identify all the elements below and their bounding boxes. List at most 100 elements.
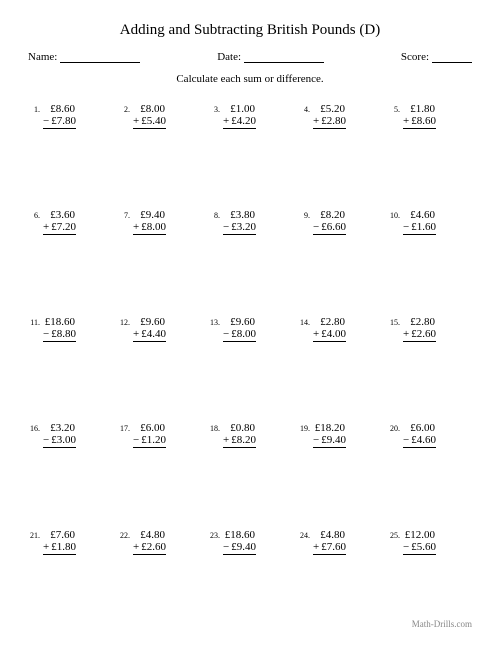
bottom-value: £8.60 bbox=[411, 115, 436, 127]
footer-text: Math-Drills.com bbox=[28, 611, 472, 629]
name-underline bbox=[60, 51, 140, 63]
problem-math: £2.80+£4.00 bbox=[313, 316, 346, 342]
operator: + bbox=[403, 115, 409, 127]
top-value: £4.60 bbox=[410, 209, 436, 221]
problem-number: 14. bbox=[298, 316, 310, 327]
problem: 22.£4.80+£2.60 bbox=[118, 529, 202, 611]
problem-math: £5.20+£2.80 bbox=[313, 103, 346, 129]
problem-number: 8. bbox=[208, 209, 220, 220]
top-value: £6.00 bbox=[140, 422, 166, 434]
bottom-value: £4.60 bbox=[411, 434, 436, 446]
problem: 10.£4.60−£1.60 bbox=[388, 209, 472, 291]
bottom-value: £4.40 bbox=[141, 328, 166, 340]
bottom-row: −£1.60 bbox=[403, 221, 436, 235]
operator: − bbox=[133, 434, 139, 446]
bottom-row: +£2.60 bbox=[403, 328, 436, 342]
problem-math: £4.60−£1.60 bbox=[403, 209, 436, 235]
problem: 3.£1.00+£4.20 bbox=[208, 103, 292, 185]
top-value: £0.80 bbox=[230, 422, 256, 434]
header-fields: Name: Date: Score: bbox=[28, 51, 472, 63]
problem-math: £18.60−£8.80 bbox=[43, 316, 76, 342]
bottom-value: £8.20 bbox=[231, 434, 256, 446]
problem: 25.£12.00−£5.60 bbox=[388, 529, 472, 611]
top-value: £3.60 bbox=[50, 209, 76, 221]
score-label: Score: bbox=[401, 51, 429, 63]
problem: 11.£18.60−£8.80 bbox=[28, 316, 112, 398]
problem-math: £4.80+£2.60 bbox=[133, 529, 166, 555]
bottom-row: −£7.80 bbox=[43, 115, 76, 129]
top-value: £18.60 bbox=[225, 529, 256, 541]
problem-math: £3.60+£7.20 bbox=[43, 209, 76, 235]
top-value: £18.60 bbox=[45, 316, 76, 328]
bottom-row: +£5.40 bbox=[133, 115, 166, 129]
problem: 24.£4.80+£7.60 bbox=[298, 529, 382, 611]
problem-math: £18.20−£9.40 bbox=[313, 422, 346, 448]
bottom-value: £9.40 bbox=[321, 434, 346, 446]
problem-number: 7. bbox=[118, 209, 130, 220]
problem-math: £9.40+£8.00 bbox=[133, 209, 166, 235]
problem: 15.£2.80+£2.60 bbox=[388, 316, 472, 398]
operator: − bbox=[43, 328, 49, 340]
problem: 6.£3.60+£7.20 bbox=[28, 209, 112, 291]
operator: + bbox=[313, 115, 319, 127]
problem-math: £4.80+£7.60 bbox=[313, 529, 346, 555]
bottom-row: −£3.00 bbox=[43, 434, 76, 448]
bottom-value: £2.60 bbox=[141, 541, 166, 553]
problem: 7.£9.40+£8.00 bbox=[118, 209, 202, 291]
top-value: £8.00 bbox=[140, 103, 166, 115]
top-value: £8.60 bbox=[50, 103, 76, 115]
problem: 14.£2.80+£4.00 bbox=[298, 316, 382, 398]
problem-number: 10. bbox=[388, 209, 400, 220]
operator: − bbox=[403, 221, 409, 233]
top-value: £6.00 bbox=[410, 422, 436, 434]
top-value: £4.80 bbox=[140, 529, 166, 541]
bottom-value: £2.60 bbox=[411, 328, 436, 340]
top-value: £2.80 bbox=[410, 316, 436, 328]
bottom-row: +£1.80 bbox=[43, 541, 76, 555]
bottom-value: £5.60 bbox=[411, 541, 436, 553]
operator: − bbox=[43, 434, 49, 446]
problem: 19.£18.20−£9.40 bbox=[298, 422, 382, 504]
bottom-value: £4.20 bbox=[231, 115, 256, 127]
bottom-row: +£4.00 bbox=[313, 328, 346, 342]
worksheet-page: Adding and Subtracting British Pounds (D… bbox=[0, 0, 500, 647]
problem-math: £9.60−£8.00 bbox=[223, 316, 256, 342]
bottom-value: £3.00 bbox=[51, 434, 76, 446]
problem-number: 13. bbox=[208, 316, 220, 327]
operator: − bbox=[223, 328, 229, 340]
problem-number: 5. bbox=[388, 103, 400, 114]
bottom-value: £9.40 bbox=[231, 541, 256, 553]
problem: 17.£6.00−£1.20 bbox=[118, 422, 202, 504]
problem-math: £1.80+£8.60 bbox=[403, 103, 436, 129]
problem-number: 18. bbox=[208, 422, 220, 433]
problem-math: £9.60+£4.40 bbox=[133, 316, 166, 342]
problem: 4.£5.20+£2.80 bbox=[298, 103, 382, 185]
problem: 9.£8.20−£6.60 bbox=[298, 209, 382, 291]
problem-number: 23. bbox=[208, 529, 220, 540]
bottom-value: £7.80 bbox=[51, 115, 76, 127]
problem-math: £3.80−£3.20 bbox=[223, 209, 256, 235]
problem-math: £12.00−£5.60 bbox=[403, 529, 436, 555]
name-label: Name: bbox=[28, 51, 57, 63]
problem-number: 19. bbox=[298, 422, 310, 433]
problem: 20.£6.00−£4.60 bbox=[388, 422, 472, 504]
operator: + bbox=[403, 328, 409, 340]
problem: 2. £8.00+£5.40 bbox=[118, 103, 202, 185]
operator: − bbox=[223, 221, 229, 233]
problem-math: £8.60−£7.80 bbox=[43, 103, 76, 129]
problem-number: 12. bbox=[118, 316, 130, 327]
bottom-value: £5.40 bbox=[141, 115, 166, 127]
problem-number: 1. bbox=[28, 103, 40, 114]
problem: 21.£7.60+£1.80 bbox=[28, 529, 112, 611]
operator: + bbox=[313, 541, 319, 553]
bottom-row: −£9.40 bbox=[223, 541, 256, 555]
bottom-row: −£4.60 bbox=[403, 434, 436, 448]
problem-number: 22. bbox=[118, 529, 130, 540]
problem-math: £0.80+£8.20 bbox=[223, 422, 256, 448]
problem: 12.£9.60+£4.40 bbox=[118, 316, 202, 398]
problem-number: 2. bbox=[118, 103, 130, 114]
bottom-row: −£3.20 bbox=[223, 221, 256, 235]
problem-number: 4. bbox=[298, 103, 310, 114]
date-field: Date: bbox=[217, 51, 324, 63]
problem-math: £7.60+£1.80 bbox=[43, 529, 76, 555]
